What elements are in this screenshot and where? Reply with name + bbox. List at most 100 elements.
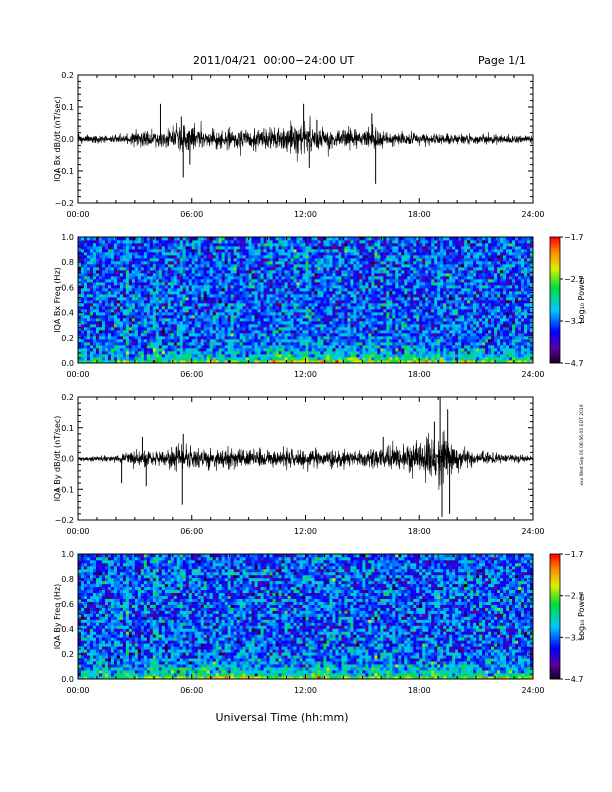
spectrogram-cell bbox=[182, 240, 187, 244]
spectrogram-cell bbox=[329, 351, 333, 355]
spectrogram-cell bbox=[221, 261, 226, 265]
spectrogram-cell bbox=[131, 291, 136, 295]
spectrogram-cell bbox=[116, 258, 121, 262]
spectrogram-cell bbox=[353, 309, 357, 313]
spectrogram-cell bbox=[98, 255, 103, 259]
spectrogram-cell bbox=[92, 276, 97, 280]
spectrogram-cell bbox=[284, 324, 288, 328]
spectrogram-cell bbox=[230, 351, 234, 355]
spectrogram-cell bbox=[422, 258, 426, 262]
spectrogram-cell bbox=[209, 288, 214, 292]
spectrogram-cell bbox=[299, 357, 303, 361]
spectrogram-cell bbox=[416, 348, 420, 352]
spectrogram-cell bbox=[227, 270, 232, 274]
spectrogram-cell bbox=[92, 360, 97, 364]
spectrogram-cell bbox=[320, 255, 324, 259]
spectrogram-cell bbox=[242, 324, 246, 328]
spectrogram-cell bbox=[269, 294, 273, 298]
spectrogram-cell bbox=[206, 315, 211, 319]
spectrogram-cell bbox=[167, 255, 172, 259]
spectrogram-cell bbox=[377, 351, 381, 355]
spectrogram-cell bbox=[218, 258, 223, 262]
spectrogram-cell bbox=[191, 288, 196, 292]
spectrogram-cell bbox=[200, 261, 205, 265]
spectrogram-cell bbox=[248, 252, 252, 256]
spectrogram-cell bbox=[248, 246, 252, 250]
spectrogram-cell bbox=[185, 309, 190, 313]
spectrogram-cell bbox=[206, 282, 211, 286]
spectrogram-cell bbox=[344, 240, 348, 244]
spectrogram-cell bbox=[422, 327, 426, 331]
spectrogram-cell bbox=[326, 270, 330, 274]
spectrogram-cell bbox=[416, 321, 420, 325]
spectrogram-cell bbox=[134, 252, 139, 256]
spectrogram-cell bbox=[89, 306, 94, 310]
spectrogram-cell bbox=[185, 291, 190, 295]
spectrogram-cell bbox=[356, 255, 360, 259]
spectrogram-cell bbox=[92, 285, 97, 289]
spectrogram-cell bbox=[80, 285, 85, 289]
spectrogram-cell bbox=[308, 288, 312, 292]
spectrogram-cell bbox=[251, 258, 255, 262]
spectrogram-cell bbox=[134, 318, 139, 322]
spectrogram-cell bbox=[218, 348, 223, 352]
spectrogram-cell bbox=[89, 264, 94, 268]
spectrogram-cell bbox=[290, 312, 294, 316]
spectrogram-cell bbox=[218, 252, 223, 256]
spectrogram-cell bbox=[290, 321, 294, 325]
spectrogram-cell bbox=[113, 318, 118, 322]
spectrogram-cell bbox=[263, 345, 267, 349]
spectrogram-cell bbox=[254, 351, 258, 355]
spectrogram-cell bbox=[230, 243, 234, 247]
spectrogram-cell bbox=[335, 273, 339, 277]
spectrogram-cell bbox=[332, 357, 336, 361]
spectrogram-cell bbox=[314, 258, 318, 262]
spectrogram-cell bbox=[203, 276, 208, 280]
spectrogram-cell bbox=[143, 333, 148, 337]
spectrogram-cell bbox=[350, 273, 354, 277]
spectrogram-cell bbox=[92, 261, 97, 265]
spectrogram-cell bbox=[245, 288, 249, 292]
spectrogram-cell bbox=[338, 315, 342, 319]
spectrogram-cell bbox=[161, 240, 166, 244]
spectrogram-cell bbox=[125, 243, 130, 247]
spectrogram-cell bbox=[134, 360, 139, 364]
spectrogram-cell bbox=[218, 339, 223, 343]
spectrogram-cell bbox=[314, 291, 318, 295]
spectrogram-cell bbox=[221, 330, 226, 334]
spectrogram-cell bbox=[341, 324, 345, 328]
spectrogram-cell bbox=[188, 294, 193, 298]
spectrogram-cell bbox=[242, 252, 246, 256]
spectrogram-cell bbox=[236, 312, 240, 316]
spectrogram-cell bbox=[155, 318, 160, 322]
spectrogram-cell bbox=[137, 255, 142, 259]
spectrogram-cell bbox=[161, 273, 166, 277]
spectrogram-cell bbox=[314, 342, 318, 346]
spectrogram-cell bbox=[239, 255, 243, 259]
spectrogram-cell bbox=[182, 288, 187, 292]
spectrogram-cell bbox=[395, 312, 399, 316]
spectrogram-cell bbox=[89, 318, 94, 322]
spectrogram-cell bbox=[368, 294, 372, 298]
spectrogram-cell bbox=[119, 300, 124, 304]
spectrogram-cell bbox=[314, 324, 318, 328]
spectrogram-cell bbox=[278, 357, 282, 361]
spectrogram-cell bbox=[137, 333, 142, 337]
spectrogram-cell bbox=[395, 360, 399, 364]
spectrogram-cell bbox=[179, 303, 184, 307]
spectrogram-cell bbox=[158, 297, 163, 301]
spectrogram-cell bbox=[341, 246, 345, 250]
spectrogram-cell bbox=[122, 336, 127, 340]
spectrogram-cell bbox=[314, 276, 318, 280]
spectrogram-cell bbox=[338, 324, 342, 328]
spectrogram-cell bbox=[275, 342, 279, 346]
spectrogram-cell bbox=[332, 321, 336, 325]
spectrogram-cell bbox=[200, 282, 205, 286]
spectrogram-cell bbox=[410, 270, 414, 274]
spectrogram-cell bbox=[209, 255, 214, 259]
spectrogram-cell bbox=[176, 285, 181, 289]
spectrogram-cell bbox=[239, 324, 243, 328]
spectrogram-cell bbox=[278, 336, 282, 340]
spectrogram-cell bbox=[305, 330, 309, 334]
spectrogram-cell bbox=[212, 258, 217, 262]
